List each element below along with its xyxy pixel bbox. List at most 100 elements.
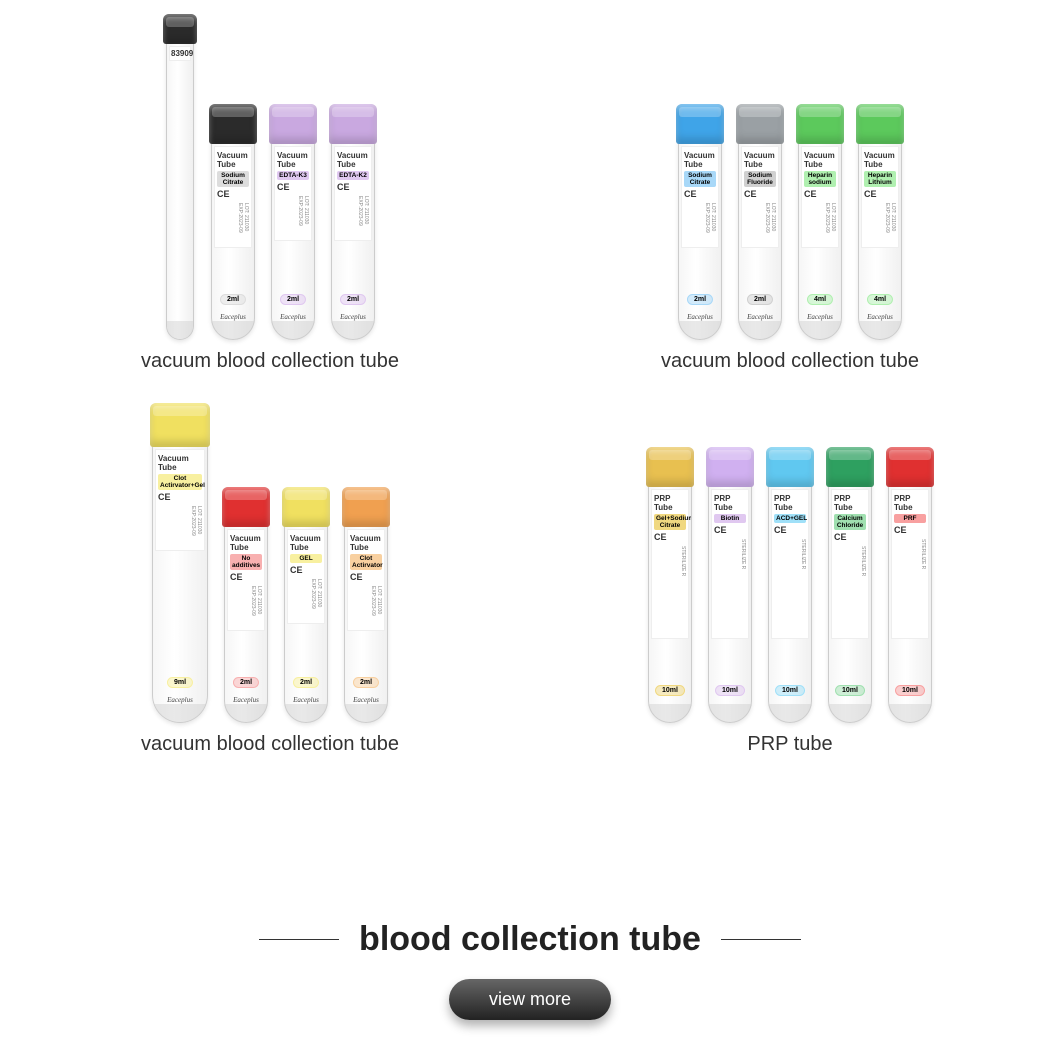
ce-mark: CE bbox=[337, 182, 369, 192]
brand-label: Eaceplus bbox=[332, 313, 374, 321]
volume-badge: 2ml bbox=[340, 294, 366, 305]
tube-title: Vacuum Tube bbox=[290, 534, 322, 552]
tube: Vacuum TubeHeparin sodiumCELOT: 211030 E… bbox=[796, 104, 844, 340]
tube-body: Vacuum TubeEDTA-K2CELOT: 211030 EXP:2023… bbox=[331, 140, 375, 340]
tube-title: Vacuum Tube bbox=[337, 151, 369, 169]
page-title: blood collection tube bbox=[0, 920, 1060, 959]
view-more-button[interactable]: view more bbox=[449, 979, 611, 1020]
tube-label: PRP TubeACD+GELCESTERILIZE R bbox=[771, 489, 809, 639]
volume-badge: 2ml bbox=[280, 294, 306, 305]
lot-expiry: LOT: 211030 EXP:2023-09 bbox=[357, 196, 369, 236]
tube-title: PRP Tube bbox=[774, 494, 806, 512]
lot-expiry: LOT: 211030 EXP:2023-09 bbox=[824, 203, 836, 243]
tube-title: 839096 bbox=[171, 49, 189, 58]
tube-body: Vacuum TubeSodium CitrateCELOT: 211030 E… bbox=[678, 140, 722, 340]
tube: Vacuum TubeHeparin LithiumCELOT: 211030 … bbox=[856, 104, 904, 340]
tube-title: Vacuum Tube bbox=[744, 151, 776, 169]
tube-cap bbox=[329, 104, 377, 144]
tube: Vacuum TubeEDTA-K2CELOT: 211030 EXP:2023… bbox=[329, 104, 377, 340]
lot-expiry: LOT: 211030 EXP:2023-09 bbox=[370, 586, 382, 626]
brand-label: Eaceplus bbox=[739, 313, 781, 321]
ce-mark: CE bbox=[654, 532, 686, 542]
tube-liquid bbox=[167, 321, 193, 339]
tube: PRP TubePRFCESTERILIZE R 10ml bbox=[886, 447, 934, 723]
tube-cap bbox=[886, 447, 934, 487]
tube-cap bbox=[150, 403, 210, 447]
lot-expiry: LOT: 211030 EXP:2023-09 bbox=[884, 203, 896, 243]
tube-title: Vacuum Tube bbox=[684, 151, 716, 169]
tube-cap bbox=[269, 104, 317, 144]
tube-additive: No additives bbox=[230, 554, 262, 570]
brand-label: Eaceplus bbox=[799, 313, 841, 321]
tube: Vacuum TubeSodium CitrateCELOT: 211030 E… bbox=[676, 104, 724, 340]
group-caption: vacuum blood collection tube bbox=[141, 733, 399, 756]
tube-liquid bbox=[889, 704, 931, 722]
tube-cap bbox=[706, 447, 754, 487]
lot-expiry: LOT: 211030 EXP:2023-09 bbox=[297, 196, 309, 236]
lot-expiry: STERILIZE R bbox=[740, 539, 746, 579]
tube-additive: Clot Actirvator bbox=[350, 554, 382, 570]
tube-body: PRP TubeACD+GELCESTERILIZE R 10ml bbox=[768, 483, 812, 723]
brand-label: Eaceplus bbox=[345, 696, 387, 704]
tube-label: Vacuum TubeNo additivesCELOT: 211030 EXP… bbox=[227, 529, 265, 631]
tube-cap bbox=[209, 104, 257, 144]
brand-label: Eaceplus bbox=[859, 313, 901, 321]
volume-badge: 9ml bbox=[167, 677, 193, 688]
ce-mark: CE bbox=[684, 189, 716, 199]
volume-badge: 10ml bbox=[775, 685, 805, 696]
tube-body: Vacuum TubeClot Actirvator+GelCELOT: 211… bbox=[152, 443, 208, 723]
tube-cap bbox=[766, 447, 814, 487]
tube-cap bbox=[676, 104, 724, 144]
tube-liquid bbox=[212, 321, 254, 339]
tube-additive: Heparin Lithium bbox=[864, 171, 896, 187]
product-group: Vacuum TubeSodium CitrateCELOT: 211030 E… bbox=[550, 20, 1030, 373]
tube-label: Vacuum TubeSodium CitrateCELOT: 211030 E… bbox=[214, 146, 252, 248]
group-caption: PRP tube bbox=[747, 733, 832, 756]
tube-cap bbox=[163, 14, 197, 44]
tube-label: PRP TubePRFCESTERILIZE R bbox=[891, 489, 929, 639]
volume-badge: 2ml bbox=[687, 294, 713, 305]
tube: Vacuum TubeSodium CitrateCELOT: 211030 E… bbox=[209, 104, 257, 340]
tube-additive: EDTA-K3 bbox=[277, 171, 309, 180]
brand-label: Eaceplus bbox=[679, 313, 721, 321]
volume-badge: 10ml bbox=[895, 685, 925, 696]
tube-body: Vacuum TubeSodium CitrateCELOT: 211030 E… bbox=[211, 140, 255, 340]
volume-badge: 4ml bbox=[807, 294, 833, 305]
tube-body: Vacuum TubeNo additivesCELOT: 211030 EXP… bbox=[224, 523, 268, 723]
ce-mark: CE bbox=[217, 189, 249, 199]
tube-body: Vacuum TubeClot ActirvatorCELOT: 211030 … bbox=[344, 523, 388, 723]
volume-badge: 10ml bbox=[655, 685, 685, 696]
lot-expiry: LOT: 211030 EXP:2023-09 bbox=[310, 579, 322, 619]
tube-label: Vacuum TubeClot Actirvator+GelCELOT: 211… bbox=[155, 449, 205, 551]
tube-label: Vacuum TubeGELCELOT: 211030 EXP:2023-09 bbox=[287, 529, 325, 624]
tube-additive: Gel+Sodium Citrate bbox=[654, 514, 686, 530]
tube-body: Vacuum TubeEDTA-K3CELOT: 211030 EXP:2023… bbox=[271, 140, 315, 340]
tubes-row: Vacuum TubeSodium CitrateCELOT: 211030 E… bbox=[676, 20, 904, 340]
tube-liquid bbox=[225, 704, 267, 722]
tube-label: PRP TubeBiotinCESTERILIZE R bbox=[711, 489, 749, 639]
tube-body: Vacuum TubeHeparin LithiumCELOT: 211030 … bbox=[858, 140, 902, 340]
tube-liquid bbox=[799, 321, 841, 339]
lot-expiry: STERILIZE R bbox=[860, 546, 866, 586]
tube-liquid bbox=[709, 704, 751, 722]
tube: Vacuum TubeGELCELOT: 211030 EXP:2023-092… bbox=[282, 487, 330, 723]
tube-body: 839096 bbox=[166, 40, 194, 340]
ce-mark: CE bbox=[277, 182, 309, 192]
tube-cap bbox=[342, 487, 390, 527]
tube: Vacuum TubeClot ActirvatorCELOT: 211030 … bbox=[342, 487, 390, 723]
tube-liquid bbox=[332, 321, 374, 339]
tube-additive: Sodium Citrate bbox=[217, 171, 249, 187]
tube: Vacuum TubeEDTA-K3CELOT: 211030 EXP:2023… bbox=[269, 104, 317, 340]
ce-mark: CE bbox=[230, 572, 262, 582]
tube-body: Vacuum TubeSodium FluorideCELOT: 211030 … bbox=[738, 140, 782, 340]
tube-label: Vacuum TubeHeparin LithiumCELOT: 211030 … bbox=[861, 146, 899, 248]
tube-label: Vacuum TubeEDTA-K2CELOT: 211030 EXP:2023… bbox=[334, 146, 372, 241]
tube-additive: Calcium Chloride bbox=[834, 514, 866, 530]
tube-additive: Biotin bbox=[714, 514, 746, 523]
ce-mark: CE bbox=[864, 189, 896, 199]
tube-cap bbox=[646, 447, 694, 487]
tube-body: PRP TubeBiotinCESTERILIZE R10ml bbox=[708, 483, 752, 723]
tube: PRP TubeBiotinCESTERILIZE R10ml bbox=[706, 447, 754, 723]
tube-additive: Heparin sodium bbox=[804, 171, 836, 187]
tubes-row: PRP Tube Gel+Sodium Citrate CE STERILIZE R 1… bbox=[646, 403, 934, 723]
